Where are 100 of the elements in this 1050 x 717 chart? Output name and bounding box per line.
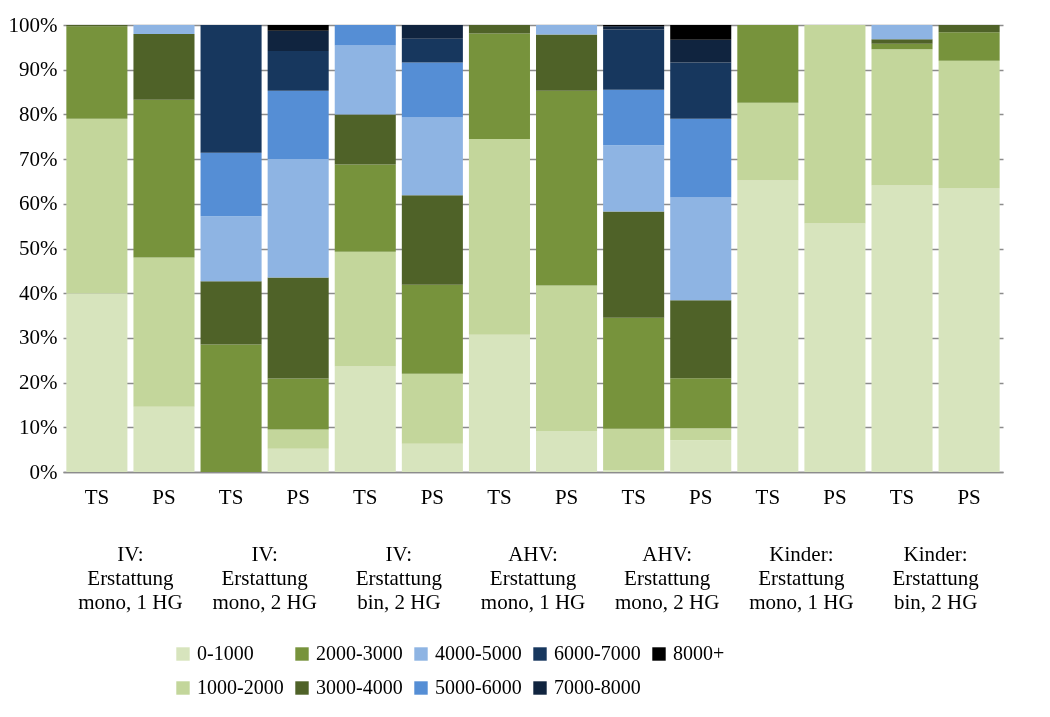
bar [66, 118, 128, 294]
bar [267, 30, 329, 51]
bar [133, 33, 195, 100]
bar [603, 211, 665, 318]
bar [200, 216, 262, 282]
text: AHV: Erstattung mono, 2 HG [615, 542, 720, 614]
bar [267, 90, 329, 160]
x-tick-label: PS [689, 484, 713, 509]
bar [670, 197, 732, 301]
bar [267, 277, 329, 379]
x-tick-label: PS [823, 484, 847, 509]
legend-label: 4000-5000 [435, 642, 522, 664]
legend-label: 6000-7000 [554, 642, 641, 664]
bar [737, 180, 799, 472]
y-tick-label: 90% [19, 57, 58, 82]
bar [670, 378, 732, 429]
bar [267, 429, 329, 449]
y-tick-label: 70% [19, 146, 58, 171]
bar [334, 25, 396, 46]
bar [670, 118, 732, 198]
bar [670, 440, 732, 472]
bar [401, 38, 463, 63]
x-tick-label: TS [755, 484, 781, 509]
text: IV: Erstattung bin, 2 HG [355, 542, 443, 614]
bar [267, 378, 329, 430]
legend-label: 1000-2000 [197, 676, 284, 698]
bar [670, 39, 732, 63]
bar [401, 62, 463, 118]
legend-label: 0-1000 [197, 642, 254, 664]
bar [871, 185, 933, 472]
bar [871, 43, 933, 50]
bar [133, 257, 195, 407]
y-tick-label: 0% [29, 459, 58, 484]
bar [871, 49, 933, 186]
x-tick-label: PS [420, 484, 445, 509]
x-tick-label: PS [152, 484, 176, 509]
text: IV: Erstattung mono, 1 HG [78, 542, 183, 614]
bar [871, 25, 933, 40]
x-tick-label: PS [554, 484, 579, 509]
bar [670, 300, 732, 379]
bar [401, 25, 463, 39]
bar [200, 25, 262, 153]
bar [401, 443, 463, 472]
bar [334, 45, 396, 115]
x-tick-label: TS [353, 484, 378, 509]
bar [334, 164, 396, 252]
x-tick-label: TS [84, 484, 110, 509]
bar [603, 145, 665, 212]
bar [468, 25, 530, 34]
bar [401, 117, 463, 196]
text: Kinder: Erstattung bin, 2 HG [892, 542, 980, 614]
bar [938, 25, 1000, 33]
bar [938, 188, 1000, 472]
bar [603, 317, 665, 429]
bar [603, 89, 665, 146]
text: IV: Erstattung mono, 2 HG [212, 542, 317, 614]
y-tick-label: 100% [8, 12, 58, 37]
bar [334, 251, 396, 367]
bar [133, 25, 195, 34]
y-tick-label: 50% [19, 236, 58, 260]
bar [804, 25, 866, 224]
bar [334, 366, 396, 472]
bar [267, 25, 329, 31]
bar [468, 33, 530, 139]
y-tick-label: 10% [19, 414, 58, 439]
legend-label: 8000+ [673, 642, 725, 664]
bar [938, 60, 1000, 189]
legend-label: 2000-3000 [316, 642, 403, 664]
text: AHV: Erstattung mono, 1 HG [480, 542, 586, 614]
bar [536, 285, 598, 431]
x-tick-label: PS [957, 484, 981, 509]
bar [536, 25, 598, 35]
bar [66, 293, 128, 472]
x-tick-label: TS [487, 484, 512, 509]
legend-label: 5000-6000 [435, 676, 522, 698]
bar [468, 334, 530, 472]
y-tick-label: 40% [19, 280, 58, 305]
bar [603, 428, 665, 471]
bar [603, 29, 665, 90]
text: Kinder: Erstattung mono, 1 HG [749, 542, 854, 614]
bar [200, 281, 262, 345]
bar [267, 448, 329, 472]
bar [401, 284, 463, 374]
bar [536, 34, 598, 91]
bar [401, 373, 463, 444]
bar [401, 195, 463, 285]
bar [267, 159, 329, 278]
x-tick-label: TS [889, 484, 915, 509]
bar [468, 138, 530, 335]
y-tick-label: 30% [19, 325, 58, 350]
bar [536, 90, 598, 286]
bar [670, 25, 732, 40]
bar [737, 102, 799, 181]
bar [938, 32, 1000, 61]
bar [66, 26, 128, 119]
legend-label: 7000-8000 [554, 676, 641, 698]
bar [737, 25, 799, 103]
y-tick-label: 20% [19, 370, 58, 395]
bar [133, 99, 195, 258]
y-tick-label: 60% [19, 191, 58, 216]
